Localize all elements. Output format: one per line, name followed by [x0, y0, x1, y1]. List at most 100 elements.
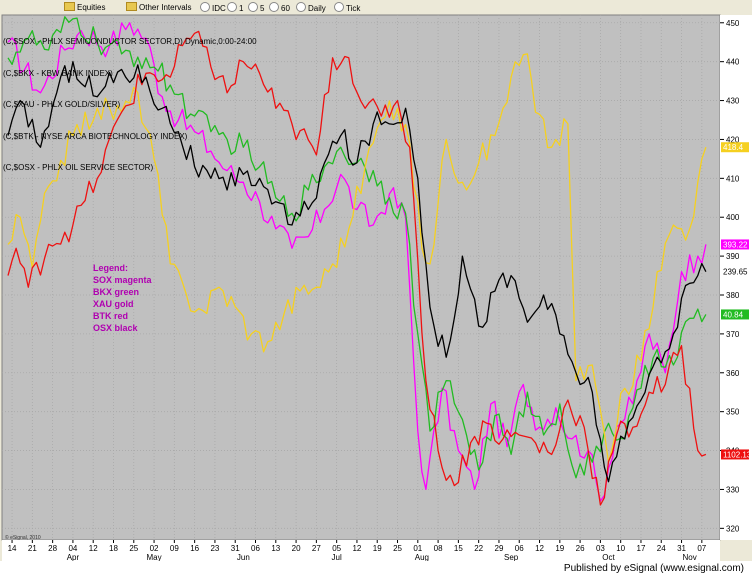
footer: Published by eSignal (www.esignal.com) — [0, 561, 752, 576]
end-label-box — [721, 142, 749, 153]
x-tick-label: 08 — [434, 544, 443, 553]
y-tick-label: 450 — [726, 19, 740, 28]
header-line-bkx: (C,$BKX - KBW BANK INDEX) — [3, 68, 113, 78]
interval-daily-button[interactable]: Daily — [296, 2, 326, 14]
x-tick-label: 29 — [495, 544, 504, 553]
radio-icon — [334, 2, 344, 12]
x-tick-label: 12 — [352, 544, 361, 553]
x-tick-label: 17 — [637, 544, 646, 553]
y-tick-label: 360 — [726, 369, 740, 378]
x-tick-label: 02 — [150, 544, 159, 553]
x-tick-label: 05 — [332, 544, 341, 553]
x-tick-label: 25 — [129, 544, 138, 553]
radio-icon — [248, 2, 258, 12]
y-axis-panel — [720, 15, 752, 540]
x-tick-label: 14 — [8, 544, 17, 553]
header-line-btk: (C,$BTK - NYSE ARCA BIOTECHNOLOGY INDEX) — [3, 131, 188, 141]
y-tick-label: 330 — [726, 485, 740, 494]
interval-idc-button[interactable]: IDC — [200, 2, 226, 14]
radio-icon — [200, 2, 210, 12]
x-month-label: Apr — [67, 553, 80, 561]
x-tick-label: 23 — [210, 544, 219, 553]
x-tick-label: 06 — [251, 544, 260, 553]
radio-icon — [269, 2, 279, 12]
x-tick-label: 06 — [515, 544, 524, 553]
chart-canvas: 3203303403503603703803904004104204304404… — [0, 14, 752, 561]
y-tick-label: 410 — [726, 174, 740, 183]
x-month-label: Sep — [504, 553, 519, 561]
x-axis-panel — [2, 540, 720, 561]
y-tick-label: 420 — [726, 135, 740, 144]
x-tick-label: 26 — [576, 544, 585, 553]
end-label-bkx: 40.84 — [721, 309, 749, 320]
radio-icon — [296, 2, 306, 12]
header-line-xau: (C,$XAU - PHLX GOLD/SILVER) — [3, 100, 121, 109]
x-month-label: Nov — [683, 553, 697, 561]
end-label-box — [721, 449, 749, 460]
x-tick-label: 19 — [373, 544, 382, 553]
x-tick-label: 10 — [616, 544, 625, 553]
x-month-label: Jun — [237, 553, 250, 561]
end-label-box — [721, 239, 749, 250]
x-tick-label: 15 — [454, 544, 463, 553]
y-tick-label: 320 — [726, 524, 740, 533]
end-label-text: 239.65 — [723, 268, 748, 277]
end-label-btk: 1102.13 — [721, 449, 752, 460]
legend-item-osx: OSX black — [93, 323, 138, 333]
interval-tick-button[interactable]: Tick — [334, 2, 360, 14]
interval-5-button[interactable]: 5 — [248, 2, 264, 14]
x-tick-label: 25 — [393, 544, 402, 553]
esignal-copyright: © eSignal, 2010 — [5, 535, 41, 541]
legend-item-btk: BTK red — [93, 311, 129, 321]
series-header: (C,$SOX - PHLX SEMICONDUCTOR SECTOR,D) D… — [3, 16, 257, 184]
x-tick-label: 31 — [677, 544, 686, 553]
x-month-label: May — [147, 553, 162, 561]
published-by-text: Published by eSignal (www.esignal.com) — [563, 563, 744, 574]
header-line-sox: (C,$SOX - PHLX SEMICONDUCTOR SECTOR,D) D… — [3, 37, 257, 46]
x-month-label: Aug — [415, 553, 429, 561]
series-line-xau — [7, 53, 707, 463]
interval-60-button[interactable]: 60 — [269, 2, 290, 14]
series-line-osx — [7, 61, 707, 483]
end-labels: 393.22 40.84 418.4 1102.13 239.65 — [721, 142, 752, 460]
equities-menu[interactable]: Equities — [64, 2, 105, 13]
end-label-box — [721, 309, 749, 320]
x-tick-label: 22 — [474, 544, 483, 553]
legend-item-bkx: BKX green — [93, 287, 140, 297]
radio-icon — [227, 2, 237, 12]
interval-1-button[interactable]: 1 — [227, 2, 243, 14]
x-tick-label: 03 — [596, 544, 605, 553]
end-label-text: 418.4 — [723, 143, 744, 152]
x-tick-label: 27 — [312, 544, 321, 553]
end-label-box — [721, 266, 749, 277]
end-label-xau: 418.4 — [721, 142, 749, 153]
series-group — [7, 16, 707, 506]
x-month-label: Oct — [602, 553, 615, 561]
x-month-label: Jul — [332, 553, 342, 561]
x-tick-label: 13 — [271, 544, 280, 553]
y-tick-label: 370 — [726, 330, 740, 339]
x-tick-label: 24 — [657, 544, 666, 553]
x-tick-label: 04 — [68, 544, 77, 553]
legend-item-sox: SOX magenta — [93, 275, 152, 285]
x-axis: 14 21 28 04 12 18 25 02 09 16 23 31 06 13 20 27 05 12 19 25… — [8, 540, 707, 561]
other-intervals-menu[interactable]: Other Intervals — [126, 2, 191, 13]
folder-icon — [64, 2, 75, 11]
y-tick-label: 380 — [726, 291, 740, 300]
y-tick-label: 400 — [726, 213, 740, 222]
x-tick-label: 09 — [170, 544, 179, 553]
legend: Legend: SOX magenta BKX green XAU gold B… — [93, 262, 152, 334]
end-label-osx: 239.65 — [721, 266, 749, 277]
x-tick-label: 16 — [190, 544, 199, 553]
x-tick-label: 31 — [231, 544, 240, 553]
x-tick-label: 07 — [697, 544, 706, 553]
x-tick-label: 28 — [48, 544, 57, 553]
y-tick-label: 390 — [726, 252, 740, 261]
x-tick-label: 12 — [535, 544, 544, 553]
x-tick-label: 19 — [555, 544, 564, 553]
series-line-sox — [7, 22, 707, 502]
end-label-text: 40.84 — [723, 310, 744, 319]
end-label-text: 393.22 — [723, 240, 748, 249]
x-tick-label: 21 — [28, 544, 37, 553]
header-line-osx: (C,$OSX - PHLX OIL SERVICE SECTOR) — [3, 163, 154, 172]
